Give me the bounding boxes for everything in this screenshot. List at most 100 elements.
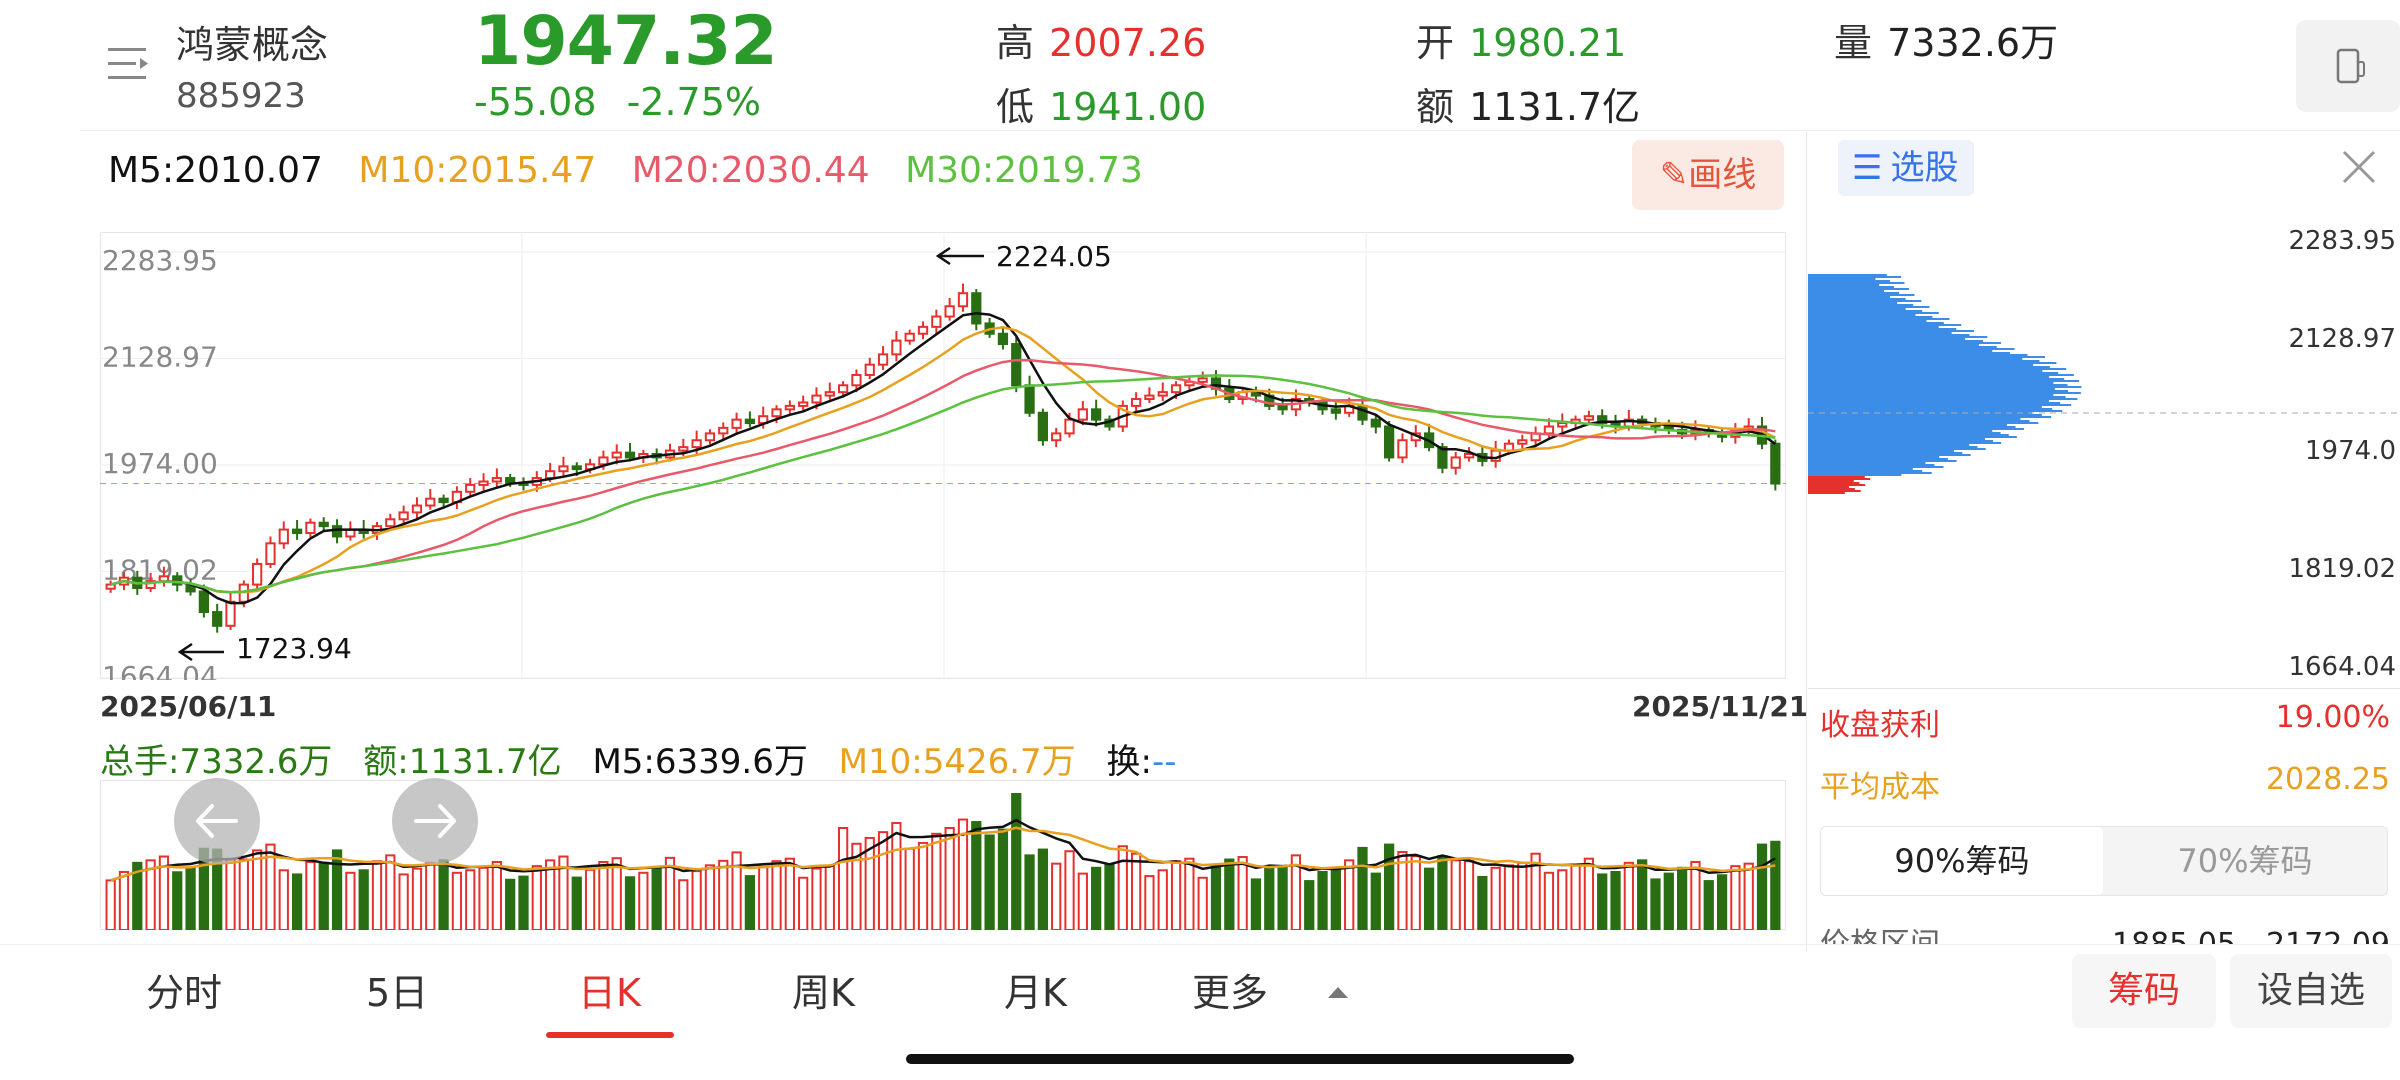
annotations: 2224.05 1723.94 (177, 240, 1112, 665)
tab-daily-k[interactable]: 日K (578, 971, 641, 1015)
volume-bar (1024, 854, 1035, 930)
amount-label: 额 (1416, 85, 1455, 129)
candle-body (478, 480, 489, 486)
menu-list-icon[interactable] (106, 42, 152, 86)
candle-body (278, 528, 289, 545)
volume-bar (1530, 852, 1541, 930)
chip-bar-profit (1808, 488, 1855, 490)
high-stat: 高 2007.26 (996, 12, 1206, 67)
volume-bar (1237, 856, 1248, 930)
ma-legend: M5:2010.07 M10:2015.47 M20:2030.44 M30:2… (108, 150, 1167, 202)
candle-body (571, 465, 582, 471)
tab-monthly-k[interactable]: 月K (1004, 971, 1067, 1015)
volume-bar (1104, 864, 1115, 930)
volume-bar (1170, 860, 1182, 930)
chip-bar-loss (1808, 438, 1985, 440)
candle-body (837, 384, 849, 394)
scroll-right-button[interactable] (392, 778, 478, 864)
volume-bar (411, 867, 423, 930)
volume-bar (1517, 861, 1528, 930)
chip-bar-loss (1808, 384, 2068, 386)
home-indicator[interactable] (906, 1054, 1574, 1064)
candle-body (1091, 408, 1102, 421)
candle-body (744, 418, 756, 425)
chip-bar-loss (1808, 416, 2052, 418)
candle-body (1543, 425, 1555, 435)
tab-5day[interactable]: 5日 (366, 971, 429, 1015)
tab-weekly-k[interactable]: 周K (792, 971, 855, 1015)
volume-bar (864, 836, 875, 930)
candle-body (438, 497, 449, 504)
y-tick-label: 2283.95 (102, 244, 218, 277)
chip-70-tab[interactable]: 70%筹码 (2177, 842, 2313, 880)
select-stock-button[interactable]: ☰ 选股 (1838, 140, 1974, 196)
candle-body (851, 373, 862, 387)
volume-bar (1557, 869, 1568, 930)
caret-up-icon[interactable] (1326, 984, 1350, 1000)
tab-intraday[interactable]: 分时 (146, 971, 223, 1015)
chips-button[interactable]: 筹码 (2072, 954, 2216, 1028)
volume-bar (1597, 873, 1608, 930)
volume-bars (100, 780, 1786, 930)
chip-bar-loss (1808, 376, 2050, 378)
chip-bar-loss (1808, 286, 1894, 288)
volume-bar (425, 861, 436, 930)
candle-body (198, 590, 210, 614)
volume-bar (1117, 845, 1128, 930)
add-watchlist-button[interactable]: 设自选 (2230, 954, 2392, 1028)
chip-bar-loss (1808, 358, 2023, 360)
chip-bar-loss (1808, 426, 2016, 428)
volume-bar (1210, 864, 1222, 930)
chip-bar-loss (1808, 318, 1950, 320)
volume-bar (1264, 865, 1275, 930)
chip-bar-loss (1808, 290, 1884, 292)
candle-body (145, 580, 156, 590)
chart-frame (100, 232, 1786, 679)
chip-bar-loss (1808, 344, 1979, 346)
volume-bar (971, 821, 982, 930)
volume-bar (1503, 864, 1515, 930)
volume-value: 7332.6万 (1887, 21, 2059, 65)
volume-bar (691, 870, 702, 930)
draw-line-button[interactable]: ✎画线 (1632, 140, 1784, 210)
volume-chart[interactable] (100, 780, 1786, 930)
chip-90-tab[interactable]: 90%筹码 (1821, 827, 2103, 895)
chip-price-1: 2283.95 (2288, 226, 2396, 256)
candle-body (944, 305, 955, 318)
volume-bar (1770, 840, 1781, 930)
volume-bar (1690, 861, 1701, 930)
chart-end-date: 2025/11/21 (1632, 690, 1809, 723)
volume-bar (1317, 870, 1328, 930)
chip-bar-loss (1808, 276, 1902, 278)
open-value: 1980.21 (1469, 21, 1627, 65)
chip-bar-loss (1808, 308, 1906, 310)
volume-m5: M5:6339.6万 (592, 742, 808, 782)
chip-bar-loss (1808, 414, 2042, 416)
volume-bar (252, 849, 263, 930)
landscape-toggle-button[interactable] (2296, 20, 2400, 112)
chip-bar-loss (1808, 310, 1923, 312)
tab-more[interactable]: 更多 (1192, 971, 1269, 1015)
chip-bar-loss (1808, 420, 2030, 422)
panel-divider (1806, 132, 1807, 952)
candle-body (1503, 442, 1515, 452)
chip-bar-loss (1808, 428, 2024, 430)
volume-bar (704, 864, 716, 930)
candle-body (1277, 404, 1288, 411)
chip-bar-loss (1808, 434, 2009, 436)
candle-body (1370, 418, 1381, 428)
volume-bar (505, 878, 516, 930)
chip-bar-loss (1808, 398, 2078, 400)
scroll-left-button[interactable] (174, 778, 260, 864)
ma20-line (110, 358, 1776, 594)
close-icon[interactable] (2336, 144, 2382, 190)
chip-bar-profit (1808, 490, 1861, 492)
volume-bar (1570, 863, 1581, 930)
volume-bar (984, 834, 995, 930)
volume-bar (478, 866, 489, 930)
chip-bar-loss (1808, 396, 2066, 398)
candle-body (811, 394, 822, 404)
volume-bar (851, 842, 862, 930)
